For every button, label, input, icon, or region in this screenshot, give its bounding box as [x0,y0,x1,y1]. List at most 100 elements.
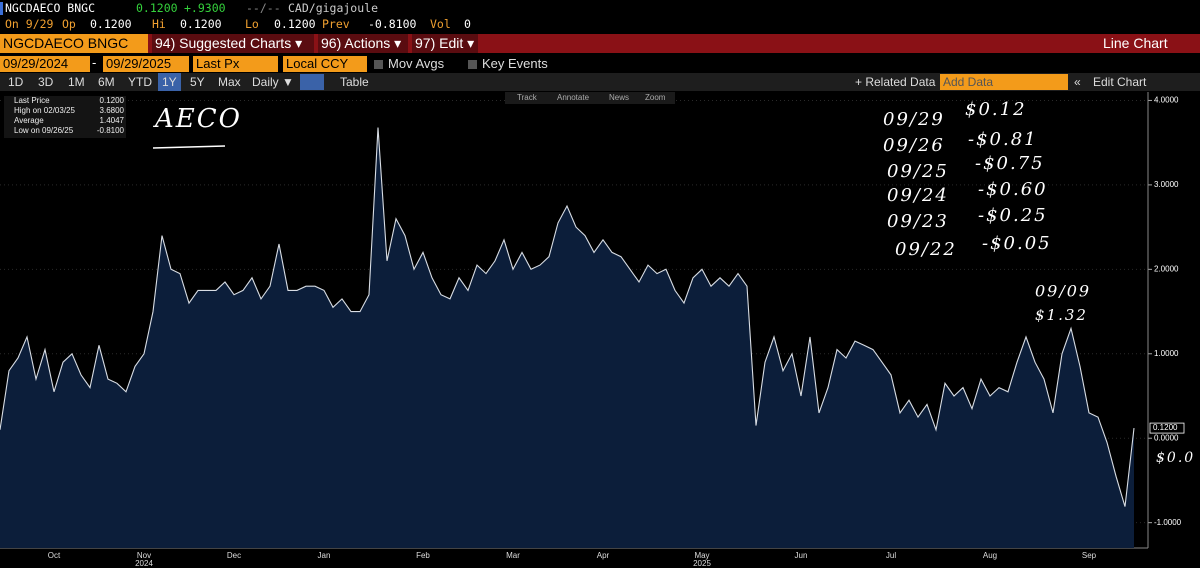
menu-item[interactable]: 94) Suggested Charts ▾ [152,34,314,53]
x-tick-label: Feb [416,551,430,560]
menu-bar: NGCDAECO BNGC Inc 94) Suggested Charts ▾… [0,34,1200,70]
x-tick-label: Oct [48,551,61,560]
annotation: 09/23 [887,211,949,232]
tool[interactable]: News [609,93,630,102]
legend-item: Last Price 0.1200 [4,96,126,106]
annotation: 09/09 [1035,282,1091,301]
y-tick-label: 3.0000 [1154,180,1179,189]
annotation: -$0.60 [978,179,1048,200]
x-tick-label: Dec [227,551,241,560]
tool[interactable]: Zoom [645,93,666,102]
area [0,127,1134,548]
add-data[interactable]: Add Data [940,74,1068,90]
annotation: -$0.81 [968,129,1038,150]
vol-label: Vol [430,17,451,31]
period[interactable]: Max [218,75,241,89]
y-tick-label: 4.0000 [1154,96,1179,105]
time: --/-- [246,1,281,15]
legend-value: 0.1200 [99,96,124,105]
controls: 09/29/2024 - 09/29/2025 Last Px Local CC… [0,55,1200,73]
unit: CAD/gigajoule [288,1,379,15]
x-tick-label: Apr [597,551,610,560]
change: +.9300 [184,1,226,15]
legend-label: High on 02/03/25 [14,106,75,115]
end-date[interactable]: 09/29/2025 [103,56,189,72]
x-tick-label: Jun [795,551,808,560]
y-tick-label: 2.0000 [1154,264,1179,273]
chart-icon[interactable] [300,74,324,90]
op: 0.1200 [90,17,132,31]
vol: 0 [464,17,471,31]
y-tick-label: 1.0000 [1154,349,1179,358]
last-price-label: 0.1200 [1153,423,1178,432]
table[interactable]: Table [340,75,369,89]
lo-label: Lo [245,17,259,31]
prev: -0.8100 [368,17,417,31]
related-data[interactable]: + Related Data [855,75,936,89]
tool[interactable]: Annotate [557,93,590,102]
edit-chart[interactable]: Edit Chart [1093,75,1147,89]
annotation: $0.12 [965,99,1027,120]
period[interactable]: 3D [38,75,54,89]
menu-item[interactable]: 97) Edit ▾ [412,34,478,53]
start-date[interactable]: 09/29/2024 [0,56,90,72]
x-tick-label: Jan [318,551,331,560]
x-tick-label: May [694,551,709,560]
collapse[interactable]: « [1074,75,1081,89]
checkbox[interactable] [374,60,383,69]
annotation: 09/29 [883,109,945,130]
annotation: -$0.25 [978,205,1048,226]
annotation: 09/24 [887,185,949,206]
security[interactable]: NGCDAECO BNGC Inc [0,34,148,70]
prev-label: Prev [322,17,350,31]
y-tick-label: -1.0000 [1154,518,1182,527]
tool[interactable]: Track [517,93,537,102]
currency[interactable]: Local CCY [283,56,367,72]
legend-value: 3.6800 [99,106,124,115]
x-tick-label: Jul [886,551,896,560]
hi: 0.1200 [180,17,222,31]
option[interactable]: Mov Avgs [388,56,445,71]
frequency[interactable]: Daily ▼ [252,75,294,89]
option[interactable]: Key Events [482,56,548,71]
ticker: NGCDAECO BNGC [5,1,96,15]
period[interactable]: 1M [68,75,85,89]
field[interactable]: Last Px [193,56,278,72]
marker [0,2,3,15]
period[interactable]: 1Y [158,73,181,91]
annotation: $0.0 [1156,450,1195,466]
annotation: 09/26 [883,135,945,156]
period[interactable]: YTD [128,75,152,89]
legend-value: -0.8100 [96,126,124,135]
legend-label: Low on 09/26/25 [14,126,74,135]
line [0,127,1135,507]
menu-item[interactable]: 96) Actions ▾ [318,34,408,53]
period[interactable]: 5Y [190,75,205,89]
period[interactable]: 1D [8,75,24,89]
y-tick-label: 0.0000 [1154,433,1179,442]
x-sub-label: 2024 [135,559,153,568]
legend-item: Average 1.4047 [4,116,126,126]
separator: - [92,55,97,70]
legend-label: Last Price [14,96,50,105]
op-label: Op [62,17,76,31]
annotation: 09/25 [887,161,949,182]
annotation: -$0.75 [975,153,1045,174]
annotation: AECO [153,104,242,134]
x-tick-label: Sep [1082,551,1097,560]
x-sub-label: 2025 [693,559,711,568]
legend-value: 1.4047 [99,116,124,125]
hi-label: Hi [152,17,166,31]
toolbar: 1D 3D 1M 6M YTD 1Y 5Y Max Daily ▼ Table … [0,73,1200,91]
on-label: On 9/29 [5,17,54,31]
checkbox[interactable] [468,60,477,69]
legend-item: Low on 09/26/25 -0.8100 [4,126,126,136]
legend-label: Average [14,116,44,125]
x-tick-label: Mar [506,551,520,560]
x-tick-label: Aug [983,551,997,560]
annotation: 09/22 [895,239,957,260]
period[interactable]: 6M [98,75,115,89]
lo: 0.1200 [274,17,316,31]
chart-type: Line Chart [1103,35,1168,51]
